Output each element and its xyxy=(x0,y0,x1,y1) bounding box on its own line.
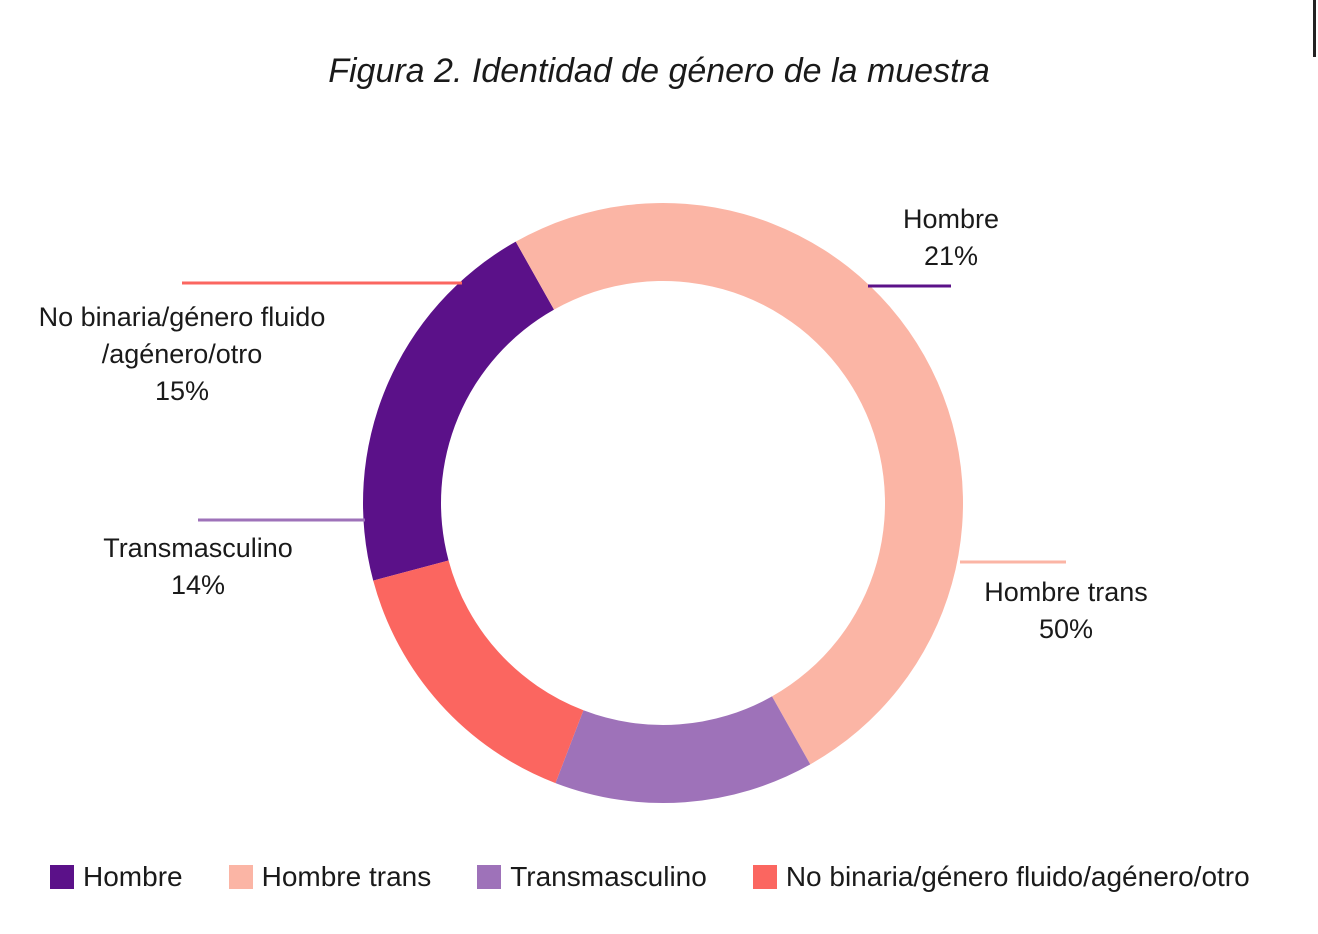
data-label-transmasculino: Transmasculino 14% xyxy=(103,533,293,600)
legend-item-hombre-trans: Hombre trans xyxy=(228,861,432,893)
data-label-line: Hombre trans xyxy=(984,577,1148,607)
legend-item-hombre: Hombre xyxy=(50,861,183,893)
data-label-hombre-trans: Hombre trans 50% xyxy=(984,577,1148,644)
legend-swatch xyxy=(477,865,502,889)
data-label-line: Hombre xyxy=(903,204,999,234)
slice-hombre xyxy=(363,241,555,581)
legend-label: Hombre trans xyxy=(261,861,432,892)
data-label-line: 14% xyxy=(171,570,225,600)
legend-swatch xyxy=(752,865,777,889)
data-label-line: 21% xyxy=(924,241,978,271)
legend-label: No binaria/género fluido/agénero/otro xyxy=(785,861,1250,892)
data-label-line: 15% xyxy=(155,376,209,406)
chart-title: Figura 2. Identidad de género de la mues… xyxy=(328,52,990,90)
slice-transmasculino xyxy=(555,696,811,803)
legend: Hombre Hombre trans Transmasculino No bi… xyxy=(50,858,1300,896)
slice-hombre-trans xyxy=(515,203,964,765)
data-label-hombre: Hombre 21% xyxy=(903,204,999,271)
data-label-line: Transmasculino xyxy=(103,533,293,563)
legend-swatch xyxy=(228,865,253,889)
legend-swatch xyxy=(50,865,74,889)
data-label-line: No binaria/género fluido xyxy=(39,302,326,332)
legend-item-no-binaria: No binaria/género fluido/agénero/otro xyxy=(752,861,1250,893)
edge-rule xyxy=(1313,0,1316,57)
legend-item-transmasculino: Transmasculino xyxy=(477,861,707,893)
legend-label: Hombre xyxy=(83,861,183,892)
data-label-line: 50% xyxy=(1039,614,1093,644)
slice-no-binaria-genero-fluido-agenero-otro xyxy=(373,560,584,784)
data-label-no-binaria-genero-fluido-agenero-otro: No binaria/género fluido/agénero/otro 15% xyxy=(39,302,326,406)
legend-label: Transmasculino xyxy=(510,861,707,892)
data-label-line: /agénero/otro xyxy=(102,339,263,369)
